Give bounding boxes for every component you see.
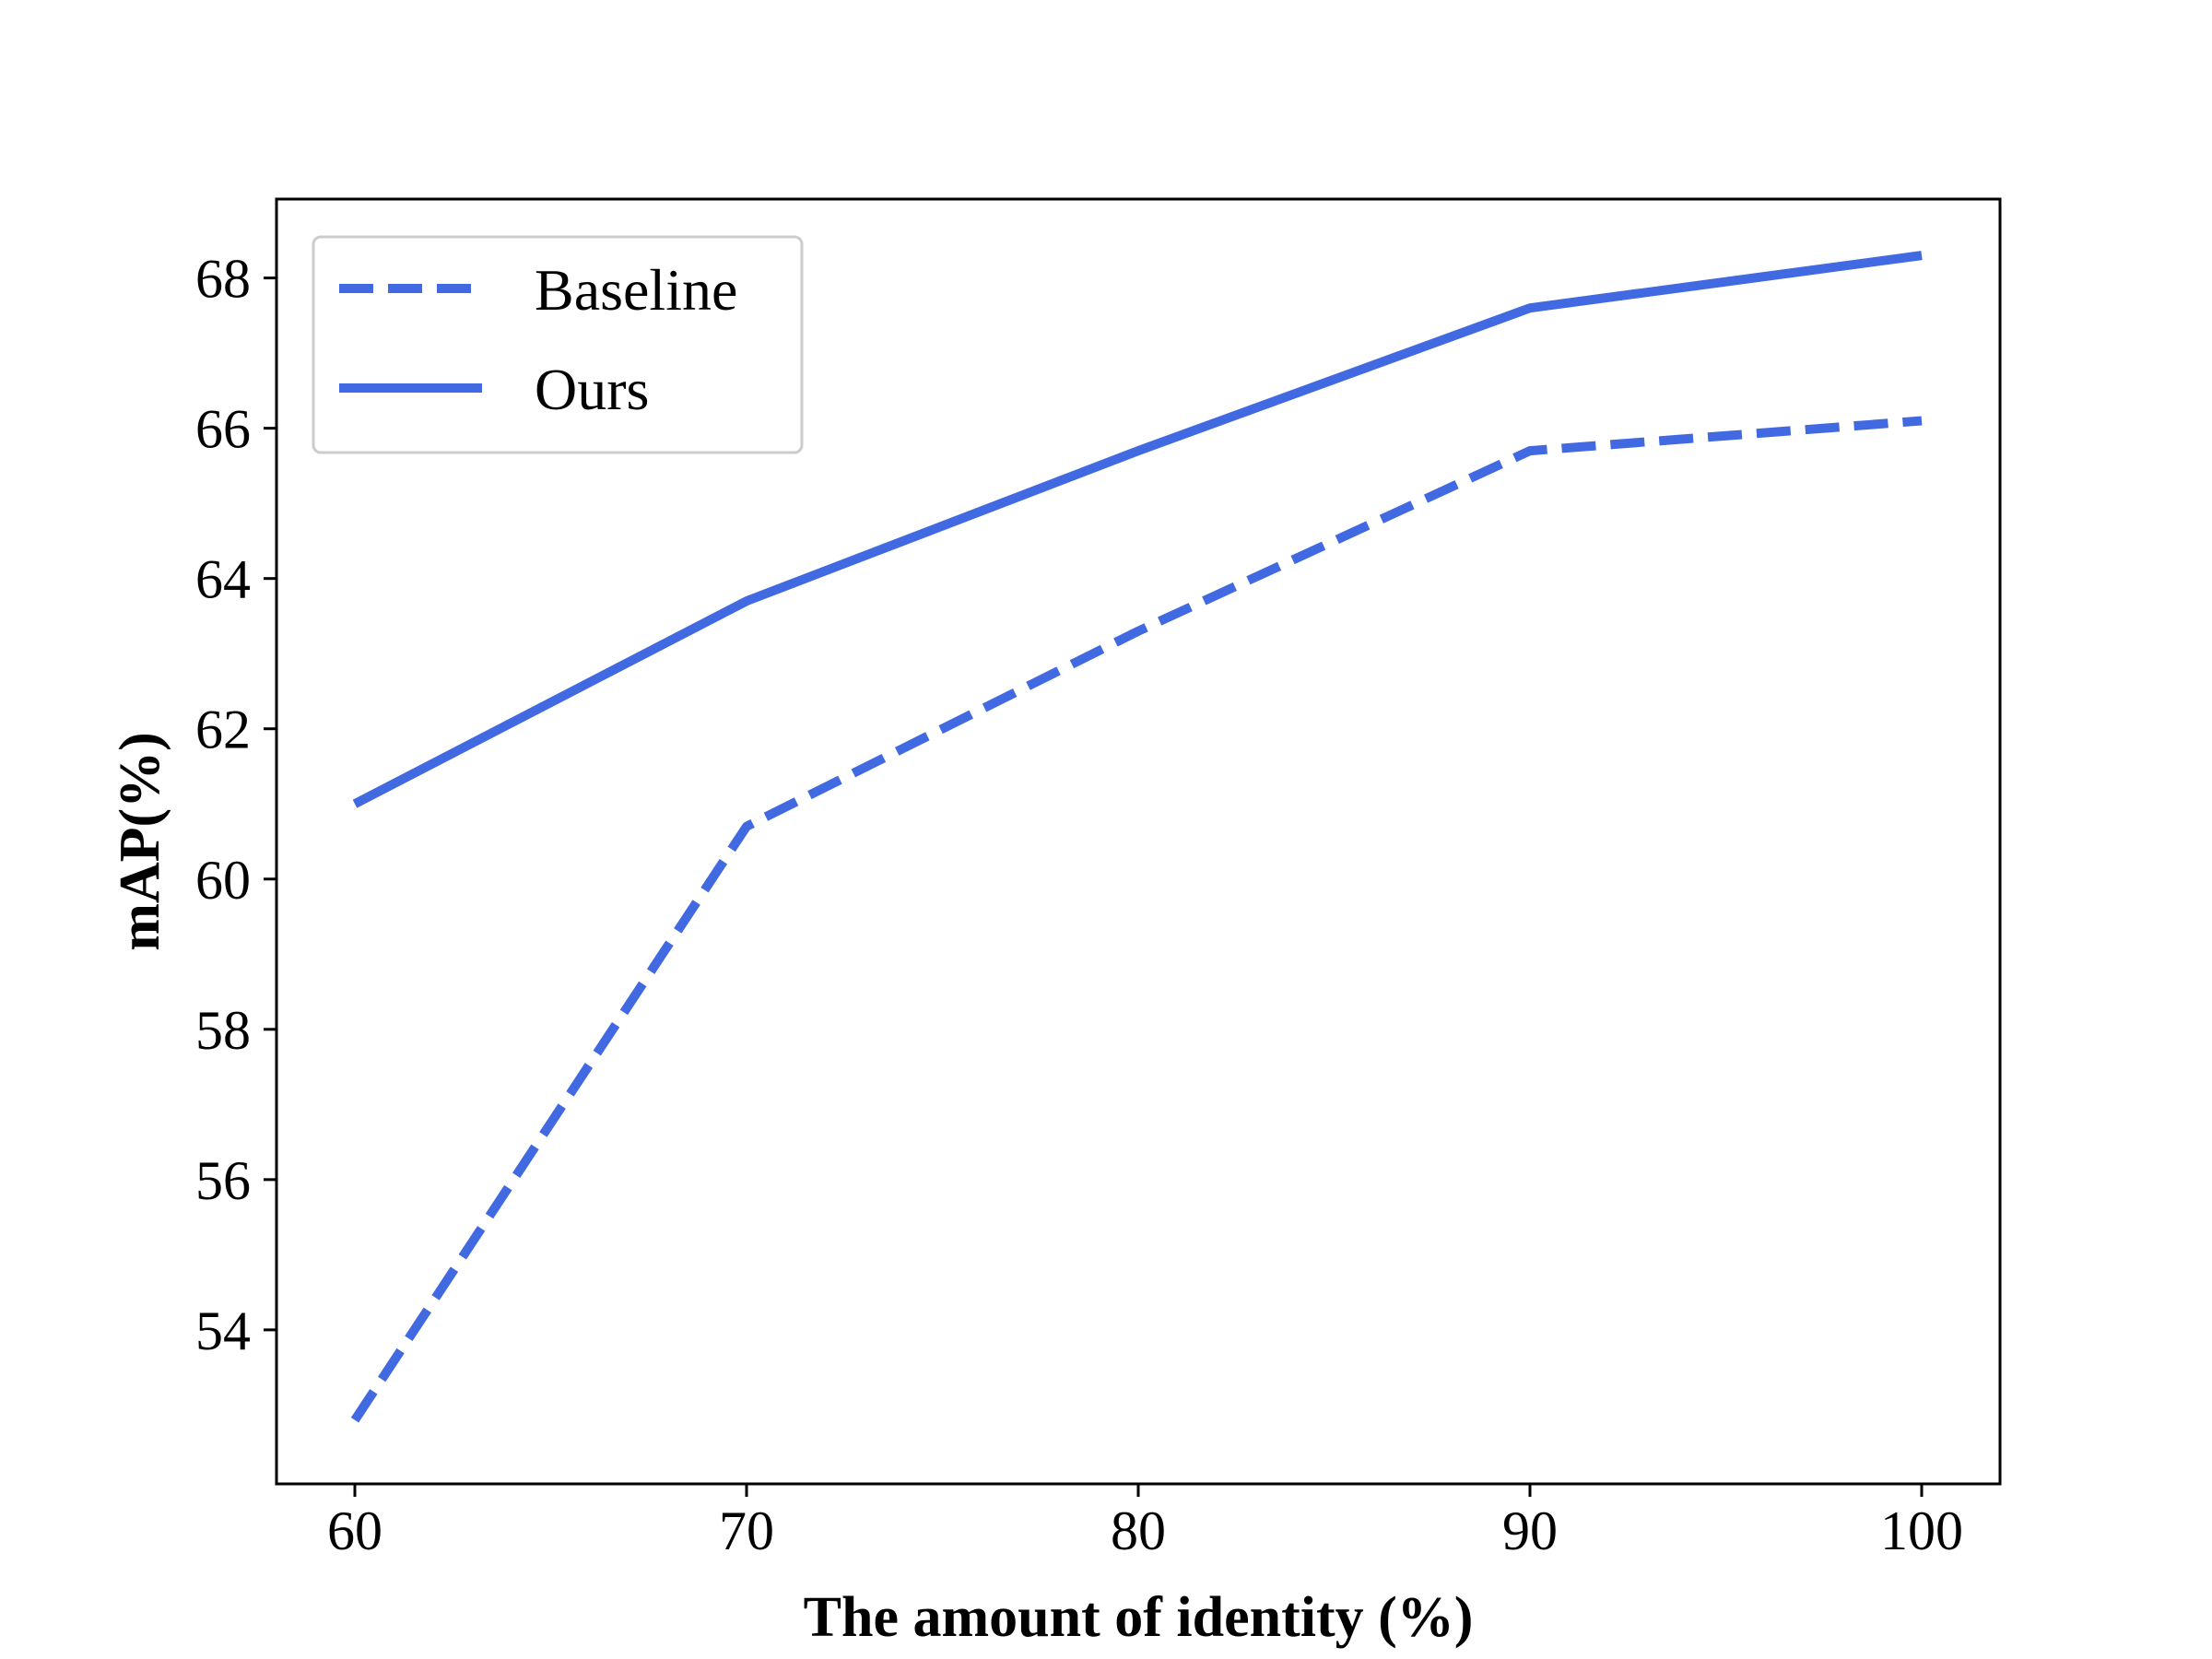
y-tick-label: 54 xyxy=(195,1300,251,1361)
legend-box xyxy=(312,235,804,454)
series-layer xyxy=(350,251,1923,1423)
y-tick-label: 64 xyxy=(195,549,251,610)
x-tick-label: 70 xyxy=(719,1500,774,1561)
x-axis-title: The amount of identity (%) xyxy=(804,1586,1474,1649)
x-tick-label: 90 xyxy=(1502,1500,1558,1561)
y-tick-label: 68 xyxy=(195,249,251,310)
legend-label-ours: Ours xyxy=(535,357,649,422)
y-tick-label: 56 xyxy=(195,1150,251,1211)
y-tick-label: 66 xyxy=(195,399,251,460)
x-tick-label: 60 xyxy=(327,1500,382,1561)
y-axis-title: mAP(%) xyxy=(109,732,171,951)
x-tick-label: 80 xyxy=(1111,1500,1166,1561)
x-tick-label: 100 xyxy=(1880,1500,1963,1561)
legend-label-baseline: Baseline xyxy=(535,257,737,323)
y-tick-label: 58 xyxy=(195,1000,251,1061)
legend: Baseline Ours xyxy=(312,235,804,454)
y-tick-label: 62 xyxy=(195,700,251,760)
y-tick-label: 60 xyxy=(195,850,251,911)
x-axis: 60 70 80 90 100 xyxy=(327,1484,1963,1561)
y-axis: 54 56 58 60 62 64 66 68 xyxy=(195,249,276,1361)
